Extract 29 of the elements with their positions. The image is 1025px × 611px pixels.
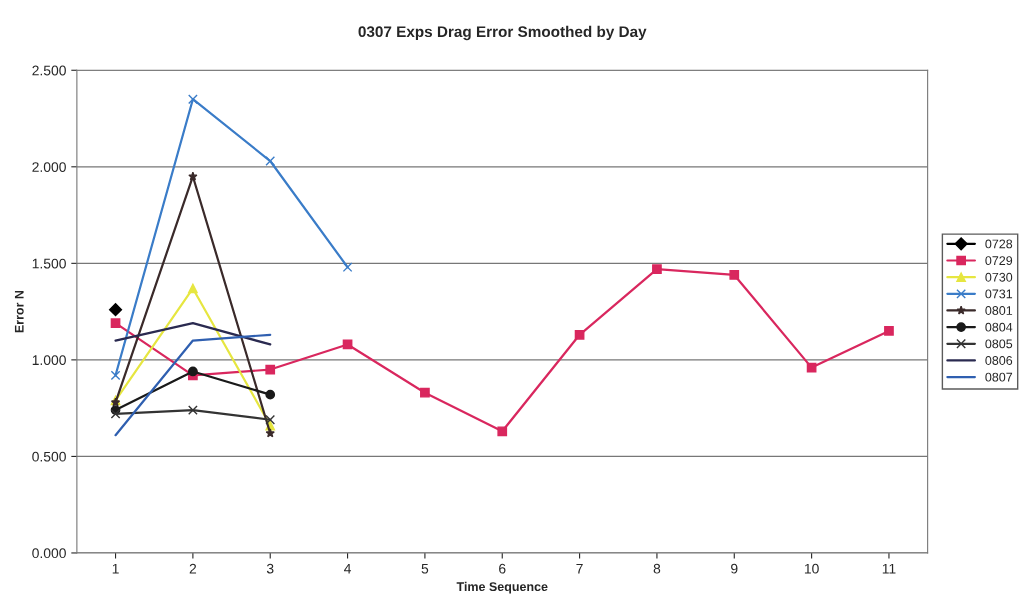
x-tick-label: 3 xyxy=(266,563,274,574)
x-tick-label: 1 xyxy=(112,563,119,574)
x-tick-label: 11 xyxy=(882,563,896,574)
legend-label: 0728 xyxy=(985,239,1013,249)
x-tick-label: 7 xyxy=(576,563,583,574)
y-tick-label: 2.500 xyxy=(32,65,66,76)
y-tick-label: 2.000 xyxy=(32,162,66,172)
x-tick-label: 10 xyxy=(804,563,819,574)
legend-label: 0806 xyxy=(985,356,1013,365)
y-tick-label: 0.500 xyxy=(32,451,66,462)
y-tick-label: 1.500 xyxy=(32,258,66,269)
x-tick-label: 2 xyxy=(189,563,197,574)
y-tick-label: 0.000 xyxy=(32,548,66,559)
x-tick-label: 6 xyxy=(499,563,506,574)
x-tick-label: 8 xyxy=(653,563,661,574)
legend-label: 0804 xyxy=(985,322,1013,332)
x-tick-label: 4 xyxy=(344,563,352,574)
legend-label: 0731 xyxy=(985,289,1013,299)
y-axis-title: Error N xyxy=(14,290,24,333)
chart-title: 0307 Exps Drag Error Smoothed by Day xyxy=(358,25,647,41)
x-tick-label: 9 xyxy=(731,563,738,574)
legend-label: 0807 xyxy=(985,372,1013,382)
legend-label: 0801 xyxy=(985,306,1013,315)
legend-label: 0729 xyxy=(985,256,1013,266)
legend-label: 0730 xyxy=(985,272,1013,282)
x-tick-label: 5 xyxy=(421,563,429,574)
x-axis-title: Time Sequence xyxy=(456,581,548,594)
y-tick-label: 1.000 xyxy=(32,355,66,366)
legend-label: 0805 xyxy=(985,339,1013,349)
